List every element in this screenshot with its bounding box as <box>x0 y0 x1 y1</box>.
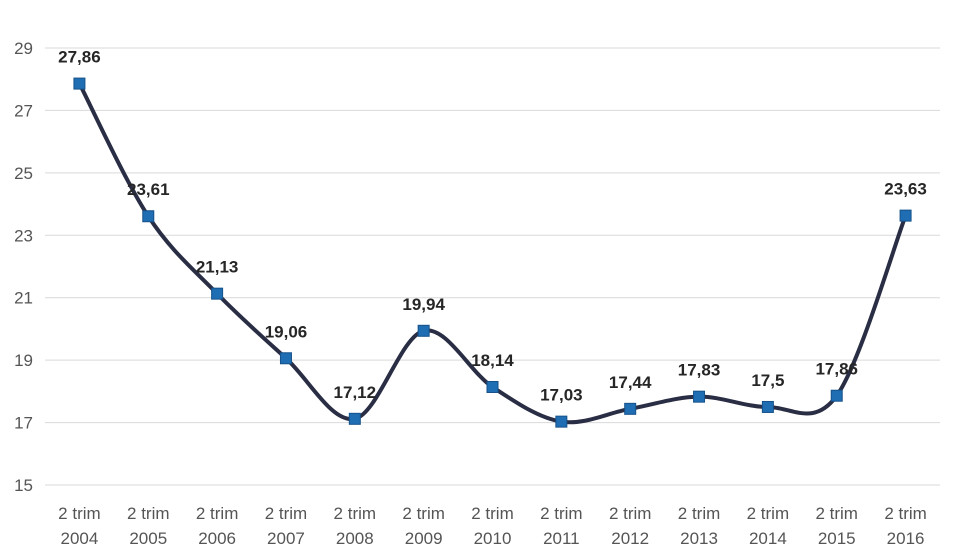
x-tick-label: 2 trim 2016 <box>884 504 927 548</box>
x-tick-label-line2: 2010 <box>474 529 512 548</box>
x-tick-label: 2 trim 2004 <box>58 504 101 548</box>
data-point-marker <box>486 380 499 393</box>
x-tick-label-line1: 2 trim <box>196 504 239 523</box>
x-tick-label-line2: 2013 <box>680 529 718 548</box>
x-tick-label: 2 trim 2006 <box>196 504 239 548</box>
x-tick-label-line2: 2008 <box>336 529 374 548</box>
x-tick-label-line1: 2 trim <box>471 504 514 523</box>
y-tick-label: 17 <box>14 414 33 433</box>
data-point-marker <box>830 389 843 402</box>
x-tick-label-line2: 2007 <box>267 529 305 548</box>
data-point-marker <box>279 352 292 365</box>
y-axis: 15 17 19 21 23 25 27 29 <box>14 39 33 495</box>
y-tick-label: 21 <box>14 289 33 308</box>
x-tick-label-line1: 2 trim <box>540 504 583 523</box>
markers <box>73 77 912 428</box>
x-tick-label-line2: 2011 <box>543 529 580 548</box>
x-tick-label-line1: 2 trim <box>747 504 790 523</box>
x-tick-label-line2: 2009 <box>405 529 443 548</box>
data-point-marker <box>211 287 224 300</box>
x-tick-label-line1: 2 trim <box>815 504 858 523</box>
data-label: 19,06 <box>265 322 308 341</box>
y-tick-label: 29 <box>14 39 33 58</box>
x-tick-label-line1: 2 trim <box>402 504 445 523</box>
data-label: 17,12 <box>334 383 377 402</box>
x-tick-label-line2: 2005 <box>129 529 167 548</box>
data-label: 23,63 <box>884 180 927 199</box>
gridlines <box>45 47 940 486</box>
data-point-marker <box>417 324 430 337</box>
x-tick-label-line1: 2 trim <box>127 504 170 523</box>
data-label: 17,83 <box>678 361 721 380</box>
x-tick-label-line1: 2 trim <box>58 504 101 523</box>
x-tick-label: 2 trim 2007 <box>265 504 308 548</box>
x-tick-label-line2: 2015 <box>818 529 856 548</box>
data-label: 17,5 <box>751 371 784 390</box>
series-line-layer <box>77 81 908 425</box>
data-label: 17,03 <box>540 386 583 405</box>
data-point-marker <box>761 400 774 413</box>
data-label: 17,86 <box>815 360 858 379</box>
data-point-marker <box>693 390 706 403</box>
data-point-marker <box>73 77 86 90</box>
data-label: 17,44 <box>609 373 652 392</box>
x-tick-label-line1: 2 trim <box>884 504 927 523</box>
data-label: 23,61 <box>127 180 170 199</box>
x-tick-label: 2 trim 2013 <box>678 504 721 548</box>
x-tick-label-line2: 2016 <box>887 529 925 548</box>
data-point-marker <box>555 415 568 428</box>
x-tick-label-line1: 2 trim <box>265 504 308 523</box>
x-tick-label: 2 trim 2012 <box>609 504 652 548</box>
data-label: 27,86 <box>58 48 101 67</box>
x-tick-label-line1: 2 trim <box>334 504 377 523</box>
x-tick-label: 2 trim 2005 <box>127 504 170 548</box>
data-point-marker <box>142 210 155 223</box>
x-tick-label: 2 trim 2015 <box>815 504 858 548</box>
data-point-marker <box>899 209 912 222</box>
x-tick-label-line2: 2004 <box>61 529 99 548</box>
data-point-marker <box>348 412 361 425</box>
series-line <box>77 81 908 425</box>
data-point-marker <box>624 402 637 415</box>
y-tick-label: 15 <box>14 476 33 495</box>
x-tick-label-line1: 2 trim <box>609 504 652 523</box>
x-tick-label: 2 trim 2009 <box>402 504 445 548</box>
y-tick-label: 19 <box>14 351 33 370</box>
x-tick-label: 2 trim 2011 <box>540 504 583 548</box>
data-label: 21,13 <box>196 258 239 277</box>
x-tick-label-line2: 2012 <box>611 529 649 548</box>
data-label: 19,94 <box>402 295 445 314</box>
y-tick-label: 25 <box>14 164 33 183</box>
x-tick-label-line2: 2014 <box>749 529 787 548</box>
data-label: 18,14 <box>471 351 514 370</box>
x-tick-label-line2: 2006 <box>198 529 236 548</box>
y-tick-label: 23 <box>14 226 33 245</box>
x-tick-label-line1: 2 trim <box>678 504 721 523</box>
x-axis: 2 trim 2004 2 trim 2005 2 trim 2006 2 trim 2007… <box>58 504 927 548</box>
x-tick-label: 2 trim 2008 <box>334 504 377 548</box>
y-tick-label: 27 <box>14 101 33 120</box>
x-tick-label: 2 trim 2010 <box>471 504 514 548</box>
x-tick-label: 2 trim 2014 <box>747 504 790 548</box>
data-labels: 27,86 23,61 21,13 19,06 17,12 19,94 18,14 17,03… <box>58 48 927 405</box>
